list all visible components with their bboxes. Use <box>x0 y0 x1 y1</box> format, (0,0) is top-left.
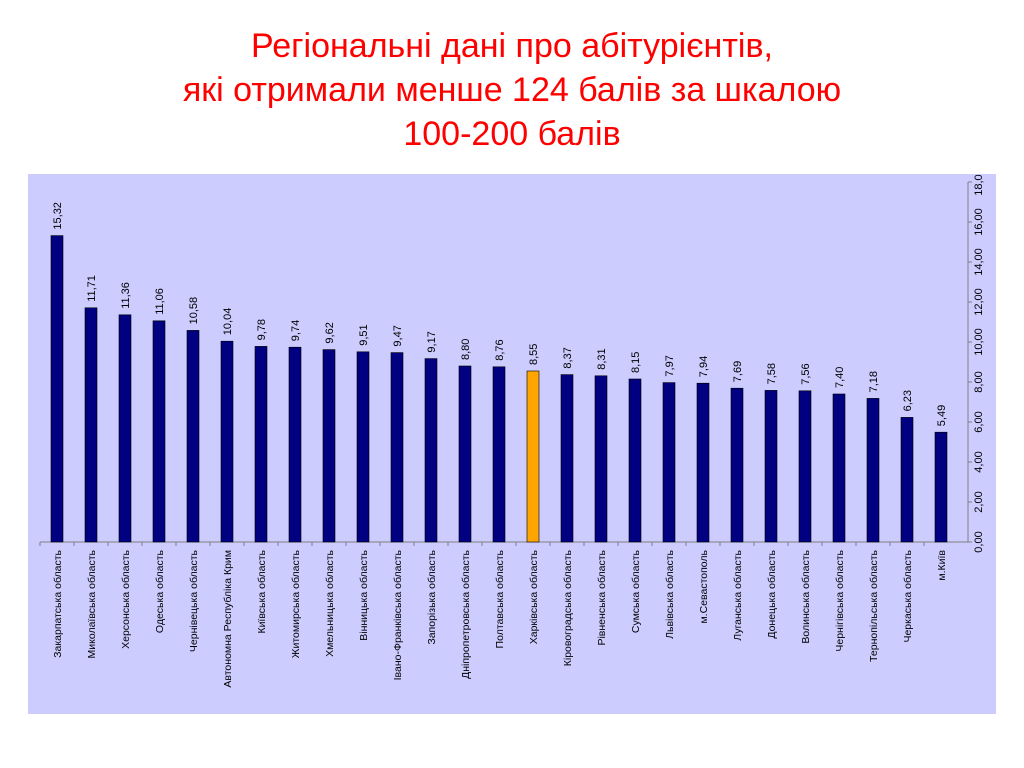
bar <box>118 314 132 543</box>
category-label: Херсонська область <box>120 549 132 648</box>
data-label: 8,55 <box>528 344 540 365</box>
category-label: Житомирська область <box>290 549 302 658</box>
bar-chart: 0,00 2,00 4,00 6,00 8,00 10,00 12,00 14,00 16,00… <box>28 174 996 714</box>
bar <box>152 320 166 543</box>
bar <box>254 346 268 543</box>
bar <box>50 235 64 543</box>
bar <box>390 352 404 543</box>
data-label: 8,31 <box>596 348 608 369</box>
data-label: 9,47 <box>392 325 404 346</box>
title-line-1: Регіональні дані про абітурієнтів, <box>251 27 773 65</box>
data-label: 15,32 <box>52 202 64 230</box>
data-label: 11,36 <box>120 282 132 309</box>
bar <box>492 366 506 543</box>
bar <box>220 340 234 543</box>
data-label: 10,58 <box>188 297 200 325</box>
category-label: Луганська область <box>732 549 744 640</box>
data-label: 5,49 <box>936 405 948 426</box>
category-label: Черкаська область <box>902 549 914 642</box>
category-label: Вінницька область <box>358 549 370 640</box>
bar <box>866 398 880 543</box>
data-label: 11,06 <box>154 288 166 315</box>
bar <box>730 387 744 543</box>
bar <box>458 365 472 543</box>
data-label: 7,69 <box>732 361 744 382</box>
category-label: Одеська область <box>154 549 166 633</box>
page-title: Регіональні дані про абітурієнтів, які о… <box>0 24 1024 156</box>
data-label: 11,71 <box>86 275 98 302</box>
y-tick-label: 8,00 <box>973 371 985 392</box>
category-label: Волинська область <box>800 549 812 643</box>
chart-background <box>28 174 996 714</box>
category-label: Миколаївська область <box>86 549 98 658</box>
bar <box>526 370 540 543</box>
bar <box>424 358 438 543</box>
category-label: Полтавська область <box>494 549 506 648</box>
data-label: 9,62 <box>324 322 336 343</box>
data-label: 8,80 <box>460 339 472 360</box>
bar <box>186 330 200 543</box>
bar <box>798 390 812 543</box>
category-label: м.Київ <box>936 550 948 581</box>
data-label: 9,51 <box>358 324 370 345</box>
y-tick-label: 2,00 <box>973 491 985 512</box>
bar <box>356 351 370 543</box>
category-label: Рівненська область <box>596 549 608 645</box>
category-label: Тернопільська область <box>868 549 880 661</box>
y-tick-label: 16,00 <box>973 208 985 236</box>
bar <box>594 375 608 543</box>
data-label: 7,56 <box>800 363 812 384</box>
data-label: 7,94 <box>698 356 710 377</box>
category-label: Закарпатська область <box>52 549 64 657</box>
data-label: 10,04 <box>222 308 234 336</box>
y-tick-label: 12,00 <box>973 288 985 316</box>
bar <box>84 307 98 543</box>
data-label: 8,15 <box>630 352 642 373</box>
y-tick-label: 6,00 <box>973 411 985 432</box>
category-label: Сумська область <box>630 549 642 633</box>
bar <box>832 393 846 543</box>
category-label: Автономна Республіка Крим <box>222 550 234 688</box>
data-label: 7,58 <box>766 363 778 384</box>
bar <box>628 378 642 543</box>
data-label: 9,17 <box>426 331 438 352</box>
category-label: Донецька область <box>766 549 778 638</box>
data-label: 9,74 <box>290 320 302 341</box>
bar <box>900 417 914 543</box>
y-tick-label: 4,00 <box>973 451 985 472</box>
y-tick-label: 10,00 <box>973 328 985 356</box>
data-label: 7,18 <box>868 371 880 392</box>
category-label: Київська область <box>256 549 268 633</box>
y-tick-label: 14,00 <box>973 248 985 276</box>
category-label: Чернігівська область <box>834 549 846 651</box>
bar <box>764 390 778 543</box>
category-label: Кіровоградська область <box>562 549 574 666</box>
data-label: 8,76 <box>494 339 506 360</box>
bar <box>322 349 336 543</box>
data-label: 7,40 <box>834 367 846 388</box>
bar <box>662 382 676 543</box>
title-line-2: які отримали менше 124 балів за шкалою <box>182 71 842 109</box>
category-label: Івано-Франківська область <box>392 549 404 680</box>
bar <box>934 431 948 543</box>
category-label: Хмельницька область <box>324 549 336 656</box>
data-label: 7,97 <box>664 355 676 376</box>
y-tick-label: 0,00 <box>973 531 985 552</box>
data-label: 8,37 <box>562 347 574 368</box>
category-label: Дніпропетровська область <box>460 549 472 678</box>
data-label: 6,23 <box>902 390 914 411</box>
category-label: Чернівецька область <box>188 549 200 652</box>
category-label: Запорізька область <box>426 549 438 644</box>
category-label: Харківська область <box>528 549 540 644</box>
y-tick-label: 18,00 <box>973 174 985 196</box>
bar <box>696 382 710 543</box>
category-label: м.Севастополь <box>698 549 710 623</box>
title-line-3: 100-200 балів <box>403 115 621 153</box>
bar <box>288 346 302 543</box>
bar <box>560 374 574 543</box>
data-label: 9,78 <box>256 319 268 340</box>
category-label: Львівська область <box>664 549 676 638</box>
